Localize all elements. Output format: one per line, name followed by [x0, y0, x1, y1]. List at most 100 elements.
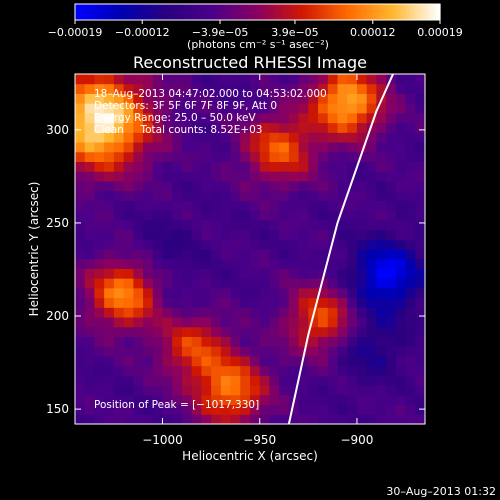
colorbar-segment — [105, 4, 110, 20]
heatmap-cell — [162, 385, 173, 396]
heatmap-cell — [191, 317, 202, 328]
heatmap-cell — [318, 394, 329, 406]
heatmap-cell — [356, 83, 368, 94]
heatmap-cell — [288, 229, 300, 240]
colorbar-segment — [135, 4, 140, 20]
heatmap-cell — [327, 132, 338, 143]
heatmap-cell — [395, 93, 407, 104]
heatmap-cell — [308, 258, 319, 269]
heatmap-cell — [240, 219, 251, 231]
heatmap-cell — [366, 385, 377, 396]
heatmap-cell — [143, 142, 154, 153]
heatmap-cell — [269, 278, 280, 289]
heatmap-cell — [356, 258, 368, 269]
heatmap-cell — [327, 385, 338, 396]
heatmap-cell — [123, 219, 134, 231]
heatmap-cell — [337, 394, 348, 406]
heatmap-cell — [356, 249, 368, 260]
heatmap-cell — [250, 112, 261, 124]
heatmap-cell — [366, 346, 377, 357]
heatmap-cell — [201, 74, 212, 85]
heatmap-cell — [220, 103, 232, 114]
heatmap-cell — [75, 404, 86, 415]
heatmap-cell — [113, 297, 125, 308]
heatmap-cell — [152, 151, 163, 162]
heatmap-cell — [327, 355, 338, 367]
heatmap-cell — [269, 375, 280, 386]
colorbar-segment — [175, 4, 180, 20]
heatmap-cell — [337, 268, 348, 279]
heatmap-cell — [347, 210, 358, 221]
heatmap-cell — [181, 287, 193, 299]
heatmap-cell — [288, 190, 300, 201]
heatmap-cell — [356, 268, 368, 279]
heatmap-cell — [104, 258, 115, 269]
heatmap-cell — [356, 355, 368, 367]
heatmap-cell — [191, 385, 202, 396]
heatmap-cell — [201, 210, 212, 221]
heatmap-cell — [240, 74, 251, 85]
colorbar-segment — [99, 4, 103, 20]
heatmap-cell — [143, 171, 154, 182]
heatmap-cell — [298, 171, 309, 182]
x-tick-label: −900 — [340, 433, 373, 447]
heatmap-cell — [172, 414, 183, 424]
heatmap-cell — [94, 219, 105, 231]
heatmap-cell — [298, 103, 309, 114]
heatmap-cell — [327, 151, 338, 162]
heatmap-cell — [211, 151, 222, 162]
heatmap-cell — [376, 249, 387, 260]
heatmap-cell — [84, 112, 95, 124]
heatmap-cell — [211, 385, 222, 396]
heatmap-cell — [347, 414, 358, 424]
heatmap-cell — [113, 142, 125, 153]
heatmap-cell — [104, 219, 115, 231]
heatmap-cell — [133, 103, 144, 114]
heatmap-cell — [152, 83, 163, 94]
heatmap-cell — [240, 394, 251, 406]
heatmap-cell — [366, 132, 377, 143]
heatmap-cell — [123, 180, 134, 192]
heatmap-cell — [113, 307, 125, 318]
colorbar-segment — [81, 4, 85, 20]
heatmap-cell — [220, 83, 232, 94]
colorbar-segment — [400, 4, 405, 20]
heatmap-cell — [123, 190, 134, 201]
heatmap-cell — [94, 74, 105, 85]
heatmap-cell — [347, 249, 358, 260]
heatmap-cell — [415, 180, 425, 192]
heatmap-cell — [308, 74, 319, 85]
heatmap-cell — [298, 278, 309, 289]
heatmap-cell — [75, 249, 86, 260]
colorbar-segment — [102, 4, 107, 20]
heatmap-cell — [240, 278, 251, 289]
colorbar-segment — [321, 4, 326, 20]
heatmap-cell — [337, 317, 348, 328]
heatmap-cell — [279, 336, 290, 347]
heatmap-cell — [347, 336, 358, 347]
heatmap-cell — [143, 83, 154, 94]
heatmap-cell — [143, 307, 154, 318]
heatmap-cell — [279, 171, 290, 182]
heatmap-cell — [250, 122, 261, 133]
heatmap-cell — [75, 414, 86, 424]
heatmap-cell — [298, 180, 309, 192]
heatmap-cell — [181, 258, 193, 269]
heatmap-cell — [347, 180, 358, 192]
heatmap-cell — [113, 404, 125, 415]
heatmap-cell — [279, 112, 290, 124]
heatmap-cell — [405, 239, 416, 250]
heatmap-cell — [113, 336, 125, 347]
heatmap-cell — [94, 210, 105, 221]
heatmap-cell — [181, 210, 193, 221]
heatmap-cell — [94, 414, 105, 424]
heatmap-cell — [220, 365, 232, 376]
heatmap-cell — [191, 112, 202, 124]
heatmap-cell — [250, 239, 261, 250]
heatmap-cell — [337, 414, 348, 424]
heatmap-cell — [211, 210, 222, 221]
colorbar-segment — [196, 4, 201, 20]
heatmap-cell — [395, 346, 407, 357]
heatmap-cell — [250, 142, 261, 153]
heatmap-cell — [143, 317, 154, 328]
